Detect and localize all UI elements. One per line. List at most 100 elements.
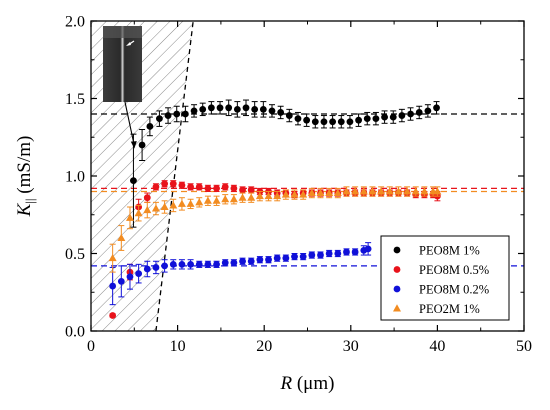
region-boundary-line (155, 21, 194, 331)
y-axis-title: K|| (mS/m) (14, 136, 37, 218)
data-point (433, 104, 440, 112)
y-tick-label: 1.0 (65, 169, 85, 186)
inset-arrowhead-icon (126, 42, 131, 46)
data-point (169, 180, 177, 188)
data-point (178, 181, 186, 189)
data-point (143, 265, 151, 273)
data-point (277, 109, 285, 116)
x-tick-label: 10 (170, 338, 186, 355)
data-point (433, 187, 442, 195)
series-2 (109, 242, 372, 306)
data-point (299, 253, 307, 260)
inset-image (103, 26, 142, 102)
data-point (143, 194, 151, 202)
data-point (152, 183, 160, 191)
data-point (199, 105, 207, 113)
data-point (316, 188, 325, 197)
x-tick-label: 30 (343, 338, 359, 355)
legend-marker (393, 285, 401, 293)
x-tick-label: 0 (87, 338, 95, 355)
data-point (126, 273, 134, 281)
legend-box (380, 235, 510, 321)
data-point (325, 250, 333, 257)
data-point (204, 185, 212, 192)
data-point (411, 187, 420, 195)
data-point (190, 107, 198, 115)
data-point (247, 186, 255, 194)
data-point (146, 123, 154, 130)
data-point (204, 260, 212, 268)
data-point (239, 257, 246, 265)
data-point (273, 191, 282, 200)
data-point (290, 190, 299, 198)
inset-pointer-arrowhead-icon (130, 141, 137, 149)
data-layer (108, 99, 442, 319)
y-tick-label: 2.0 (65, 14, 85, 31)
data-point (394, 187, 403, 195)
legend-label: PEO2M 1% (419, 302, 480, 316)
data-point (216, 104, 224, 112)
y-tick-label: 1.5 (65, 91, 85, 108)
data-point (285, 112, 293, 119)
data-point (329, 118, 337, 126)
series-0 (130, 99, 440, 228)
data-point (164, 112, 172, 119)
data-point (259, 105, 267, 113)
legend: PEO8M 1% PEO8M 0.5% PEO8M 0.2% PEO2M 1% (380, 235, 510, 321)
data-point (186, 199, 195, 207)
legend-label: PEO8M 1% (419, 244, 480, 258)
data-point (169, 260, 177, 268)
data-point (125, 213, 134, 221)
data-point (195, 198, 204, 206)
pointer-layer (124, 101, 137, 149)
data-point (355, 116, 362, 124)
data-point (151, 204, 160, 212)
data-point (152, 264, 160, 271)
data-point (173, 110, 181, 118)
data-point (117, 233, 126, 241)
legend-entry: PEO2M 1% (393, 302, 480, 316)
data-point (398, 112, 406, 119)
data-point (385, 187, 394, 195)
data-point (221, 259, 229, 267)
data-point (256, 256, 264, 264)
axes-ticks: 0 10 20 30 40 50 0.0 0.5 1.0 1.5 2.0 (65, 14, 532, 356)
data-point (138, 141, 146, 149)
data-point (264, 191, 273, 200)
data-point (291, 253, 298, 260)
data-point (265, 256, 272, 264)
y-tick-label: 0.0 (65, 324, 85, 341)
data-point (108, 253, 117, 262)
data-point (109, 282, 117, 290)
data-point (415, 109, 423, 116)
data-point (177, 199, 186, 207)
y-tick-label: 0.5 (65, 246, 85, 263)
data-point (351, 187, 360, 195)
data-point (308, 251, 316, 259)
data-point (225, 104, 233, 112)
x-axis-title: R (μm) (280, 373, 335, 394)
data-point (325, 188, 334, 197)
data-point (334, 250, 342, 257)
data-point (212, 196, 221, 204)
data-point (364, 245, 372, 253)
data-point (195, 183, 203, 191)
legend-marker (393, 304, 401, 312)
legend-label: PEO8M 0.2% (419, 283, 489, 297)
legend-marker (393, 266, 401, 273)
data-point (403, 187, 412, 195)
data-point (351, 248, 359, 256)
data-point (281, 190, 290, 198)
data-point (195, 260, 203, 268)
data-point (117, 278, 125, 285)
data-point (156, 115, 163, 123)
data-point (389, 113, 397, 121)
data-point (213, 260, 220, 268)
data-point (294, 115, 302, 123)
data-point (342, 187, 351, 195)
series-3 (108, 186, 442, 273)
data-point (268, 107, 276, 115)
data-point (424, 107, 432, 115)
data-point (372, 115, 380, 123)
